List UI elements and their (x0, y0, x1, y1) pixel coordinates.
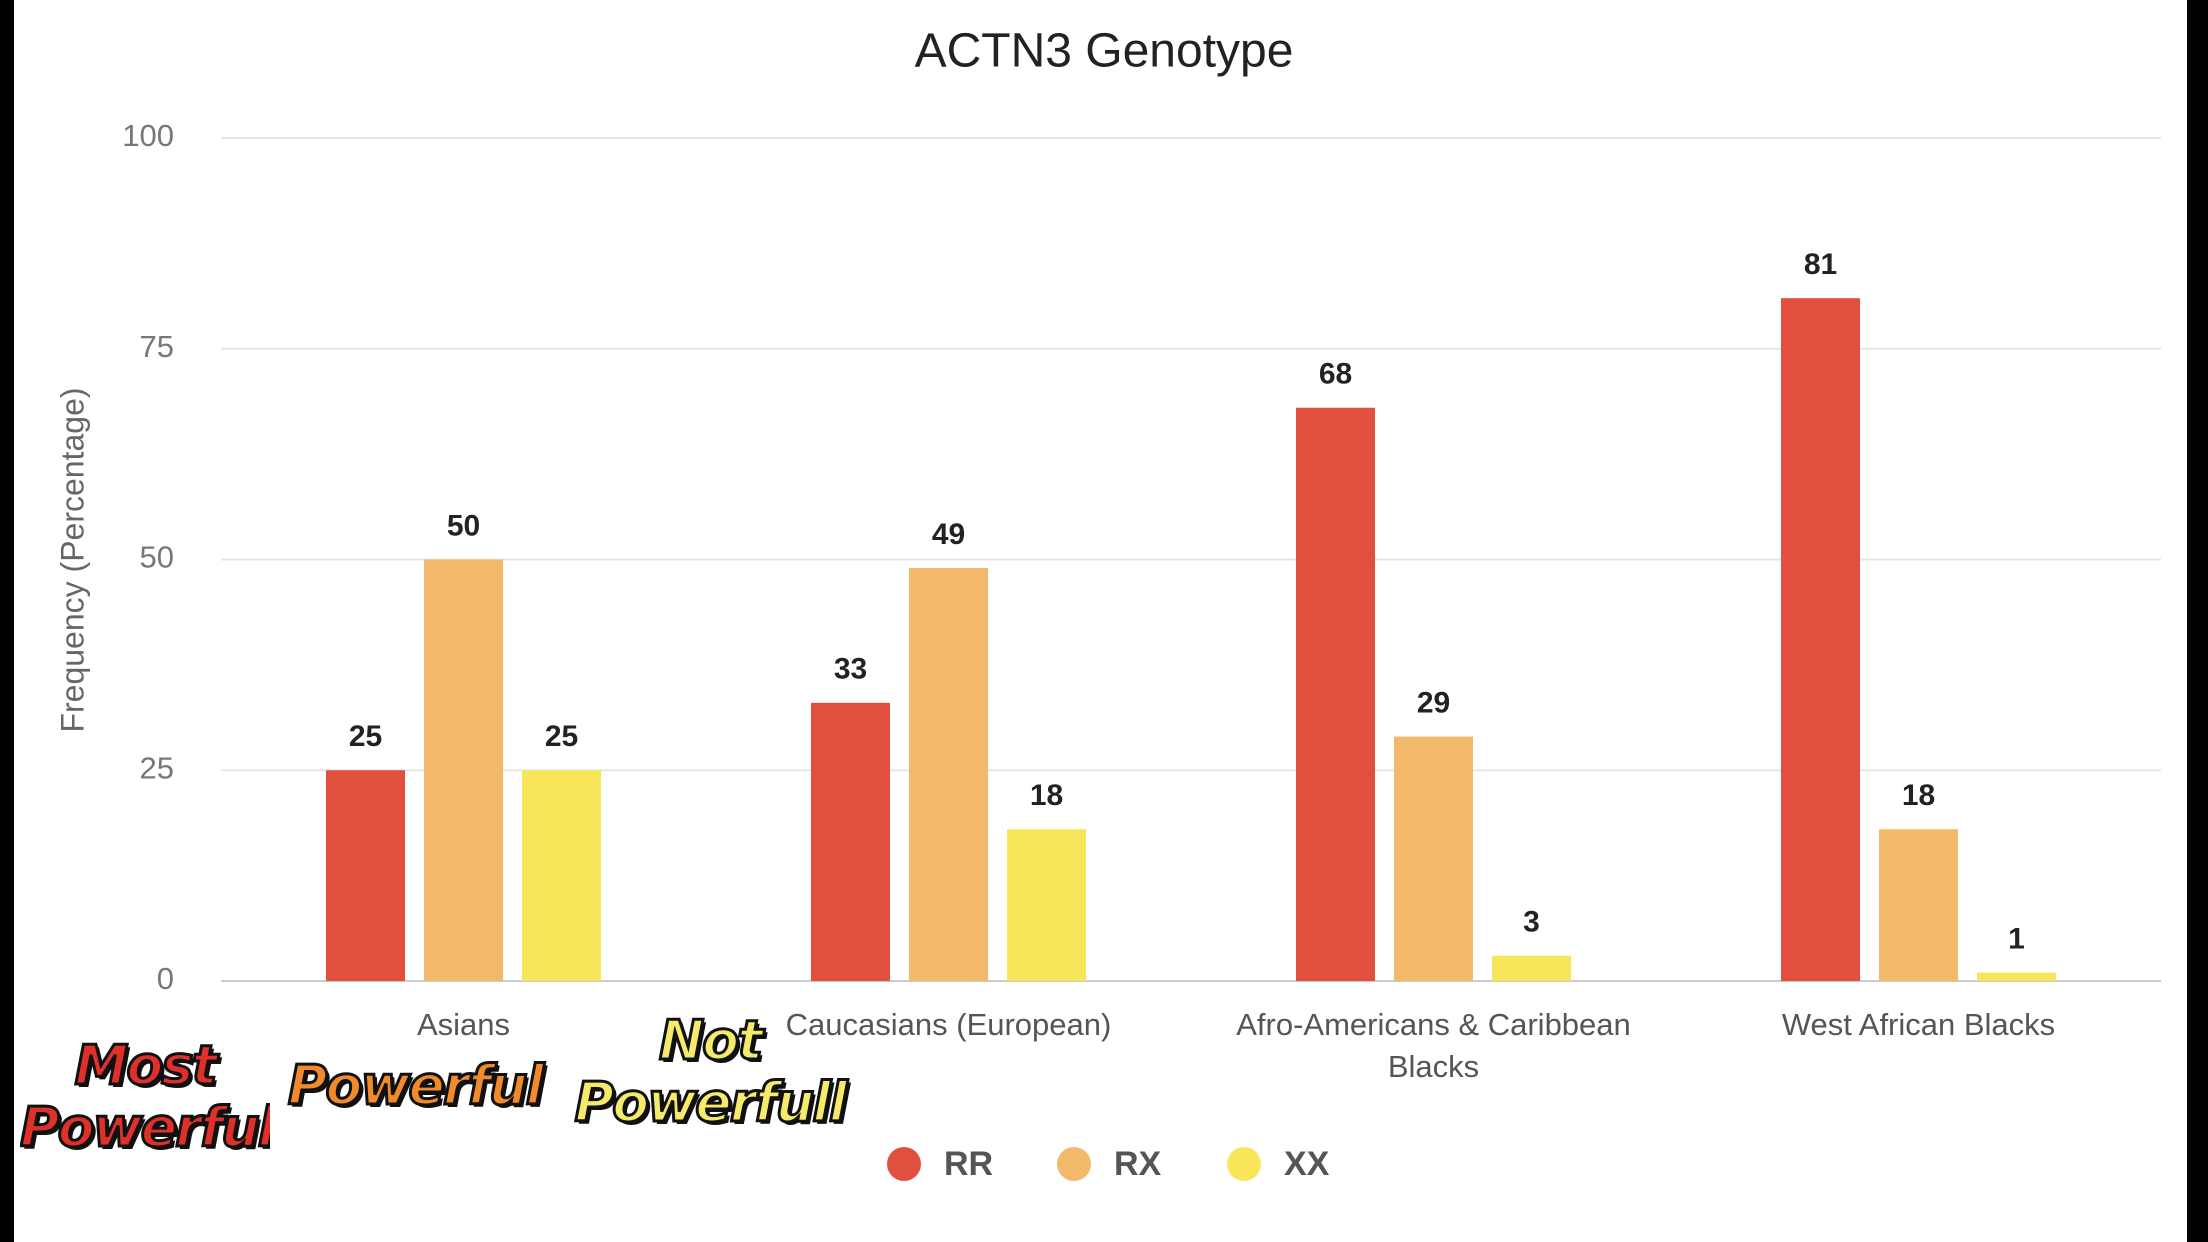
annotation: Not Powerfull (573, 1010, 849, 1135)
bar (1879, 829, 1958, 981)
value-label: 25 (545, 720, 578, 753)
value-label: 25 (349, 720, 382, 753)
legend-marker (1227, 1147, 1261, 1181)
bar (1781, 298, 1860, 981)
legend-label: XX (1284, 1145, 1330, 1183)
annotation-box: Most Powerful (20, 1035, 270, 1160)
x-tick-label: Asians (416, 1007, 511, 1042)
y-tick-label: 0 (157, 961, 174, 996)
x-tick-label: Afro-Americans & Caribbean Blacks (1236, 1007, 1631, 1084)
legend-marker (887, 1147, 921, 1181)
chart-title: ACTN3 Genotype (915, 25, 1294, 78)
value-label: 81 (1804, 248, 1837, 281)
value-label: 68 (1319, 358, 1352, 391)
y-tick-label: 75 (140, 329, 174, 364)
bar (909, 567, 988, 981)
legend-label: RR (944, 1145, 993, 1183)
y-tick-label: 50 (140, 540, 174, 575)
value-label: 1 (2008, 922, 2025, 955)
annotation-box: Not Powerfull (573, 1010, 849, 1135)
bar (811, 702, 890, 981)
x-tick-label-box: West African Blacks (1781, 1007, 2056, 1042)
y-tick-label: 25 (140, 750, 174, 785)
annotation: Powerful (286, 1055, 545, 1118)
bar (1296, 407, 1375, 981)
bar (424, 559, 503, 981)
value-label: 33 (834, 653, 867, 686)
value-label: 18 (1902, 779, 1935, 812)
value-label: 49 (932, 518, 965, 551)
x-tick-label: West African Blacks (1781, 1007, 2056, 1042)
value-label: 3 (1523, 906, 1540, 939)
value-label: 50 (447, 509, 480, 542)
y-tick-label: 100 (122, 118, 174, 153)
bar (1492, 955, 1571, 981)
y-axis-label: Frequency (Percentage) (54, 387, 90, 732)
bar (1007, 829, 1086, 981)
bar (1394, 736, 1473, 981)
value-label: 18 (1030, 779, 1063, 812)
annotation: Most Powerful (20, 1035, 270, 1160)
x-tick-label-box: Asians (416, 1007, 511, 1042)
legend-marker (1057, 1147, 1091, 1181)
x-tick-label-box: Caucasians (European) (785, 1007, 1112, 1042)
legend-label: RX (1114, 1145, 1162, 1183)
bar (522, 770, 601, 981)
bar (1977, 972, 2056, 981)
annotation-box: Powerful (286, 1055, 545, 1118)
x-tick-label-box: Afro-Americans & Caribbean Blacks (1236, 1007, 1631, 1084)
x-tick-label: Caucasians (European) (785, 1007, 1112, 1042)
bar (326, 770, 405, 981)
value-label: 29 (1417, 686, 1450, 719)
